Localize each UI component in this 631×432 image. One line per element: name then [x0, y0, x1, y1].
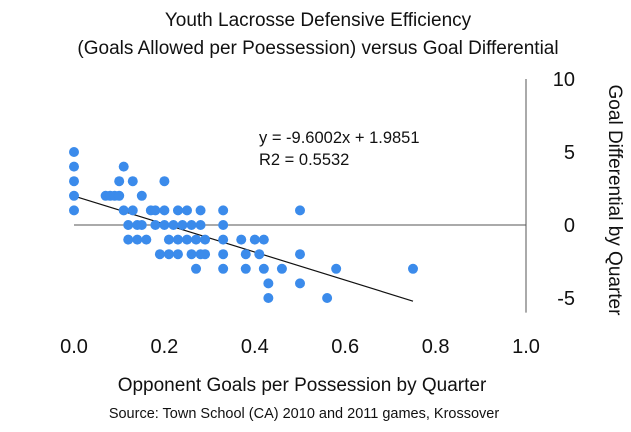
- chart-title-line-1: Youth Lacrosse Defensive Efficiency: [165, 10, 472, 31]
- data-point: [218, 220, 229, 230]
- y-tick-label: 10: [553, 69, 575, 91]
- data-point: [172, 249, 183, 260]
- data-point: [177, 220, 188, 230]
- data-point: [118, 161, 129, 172]
- data-point: [276, 263, 287, 274]
- data-point: [154, 249, 165, 260]
- data-point: [118, 205, 129, 216]
- tick-labels: 0.0 0.2 0.4 0.6 0.8 1.0 10 5 0 -5: [60, 69, 575, 358]
- data-point: [331, 263, 342, 274]
- y-tick-label: 0: [564, 215, 575, 237]
- data-point: [191, 263, 202, 274]
- x-tick-label: 0.4: [241, 336, 269, 358]
- data-point: [408, 263, 418, 274]
- data-point: [127, 176, 138, 187]
- x-tick-label: 0.8: [422, 336, 450, 358]
- data-point: [218, 234, 229, 245]
- data-point: [258, 263, 269, 274]
- data-point: [150, 205, 161, 216]
- x-tick-label: 0.0: [60, 336, 88, 358]
- data-point: [159, 205, 170, 216]
- data-point: [182, 205, 192, 216]
- data-point: [186, 249, 197, 260]
- x-axis-label: Opponent Goals per Possession by Quarter: [118, 375, 487, 396]
- data-point: [132, 234, 143, 245]
- data-point: [136, 220, 147, 230]
- x-tick-label: 0.2: [150, 336, 178, 358]
- data-points: [69, 147, 418, 303]
- data-point: [163, 249, 174, 260]
- data-point: [69, 147, 79, 157]
- data-point: [240, 263, 251, 274]
- data-point: [200, 249, 211, 260]
- data-point: [263, 278, 274, 289]
- data-point: [150, 220, 161, 230]
- data-point: [136, 190, 147, 201]
- data-point: [295, 249, 305, 260]
- data-point: [200, 234, 211, 245]
- data-point: [114, 176, 125, 187]
- data-point: [249, 234, 260, 245]
- y-tick-label: 5: [564, 142, 575, 164]
- data-point: [254, 249, 265, 260]
- data-point: [159, 176, 170, 187]
- data-point: [123, 234, 134, 245]
- data-point: [218, 205, 229, 216]
- data-point: [168, 220, 179, 230]
- data-point: [69, 176, 79, 187]
- data-point: [172, 205, 183, 216]
- r-squared-label: R2 = 0.5532: [259, 151, 349, 169]
- data-point: [258, 234, 269, 245]
- axes: [74, 79, 527, 313]
- data-point: [295, 278, 305, 289]
- data-point: [240, 249, 251, 260]
- data-point: [236, 234, 247, 245]
- data-point: [218, 249, 229, 260]
- data-point: [141, 234, 152, 245]
- data-point: [186, 220, 197, 230]
- data-point: [195, 220, 206, 230]
- data-point: [263, 293, 274, 303]
- chart-title-line-2: (Goals Allowed per Poessession) versus G…: [77, 38, 558, 59]
- x-tick-label: 0.6: [331, 336, 359, 358]
- data-point: [159, 220, 170, 230]
- data-point: [114, 190, 125, 201]
- data-point: [123, 220, 134, 230]
- y-axis-label: Goal Differential by Quarter: [604, 85, 625, 317]
- data-point: [69, 205, 79, 216]
- data-point: [127, 205, 138, 216]
- data-point: [69, 161, 79, 172]
- data-point: [218, 263, 229, 274]
- data-point: [69, 190, 79, 201]
- data-point: [295, 205, 305, 216]
- y-tick-label: -5: [557, 288, 575, 310]
- data-point: [182, 234, 192, 245]
- source-note: Source: Town School (CA) 2010 and 2011 g…: [109, 406, 500, 422]
- data-point: [172, 234, 183, 245]
- data-point: [163, 234, 174, 245]
- data-point: [322, 293, 333, 303]
- data-point: [191, 234, 202, 245]
- x-tick-label: 1.0: [512, 336, 540, 358]
- trendline-equation: y = -9.6002x + 1.9851: [259, 129, 420, 147]
- data-point: [195, 205, 206, 216]
